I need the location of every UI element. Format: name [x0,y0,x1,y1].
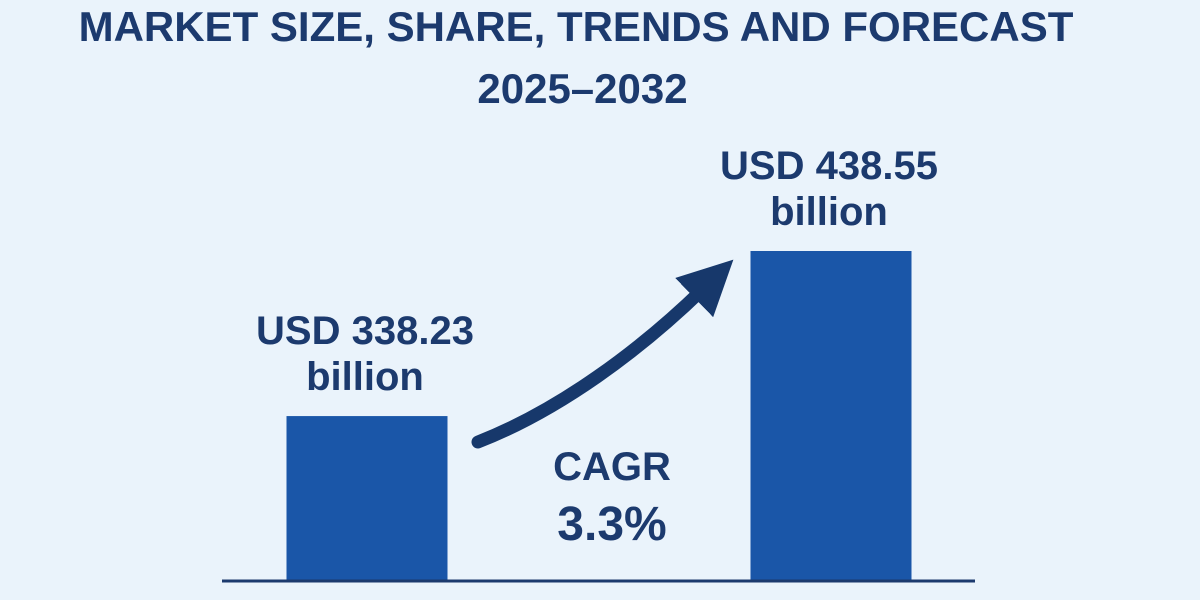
chart-title-line2: 2025–2032 [477,65,688,112]
bar-1-data-label-line-2: billion [306,355,424,399]
bar-1 [286,416,448,581]
bar-2-data-label-line-2: billion [770,190,888,234]
bar-2 [750,251,912,581]
growth-arrow-icon [471,259,734,449]
cagr-value: 3.3% [557,498,666,551]
bar-1-data-label-line-1: USD 338.23 [256,309,474,353]
bar-2-data-label-line-1: USD 438.55 [720,144,938,188]
cagr-label: CAGR [553,445,671,489]
chart-title-line1: MARKET SIZE, SHARE, TRENDS AND FORECAST [78,3,1074,50]
